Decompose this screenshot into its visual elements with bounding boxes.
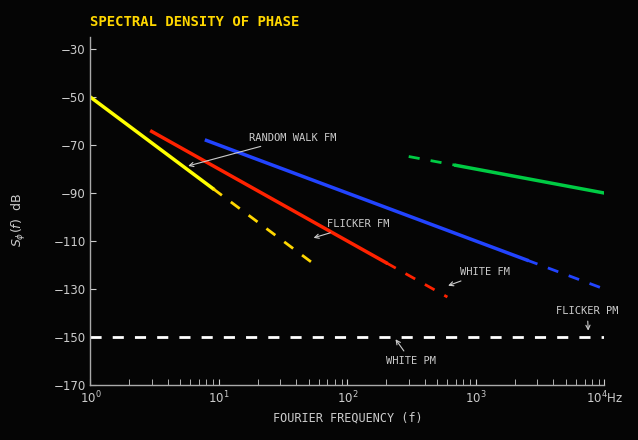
Text: WHITE PM: WHITE PM (386, 340, 436, 366)
Text: WHITE FM: WHITE FM (449, 267, 510, 286)
Text: SPECTRAL DENSITY OF PHASE: SPECTRAL DENSITY OF PHASE (91, 15, 300, 29)
Text: $S_\phi(f)$  dB: $S_\phi(f)$ dB (10, 193, 28, 247)
Text: FLICKER FM: FLICKER FM (315, 219, 390, 238)
Text: FLICKER PM: FLICKER PM (556, 306, 618, 330)
X-axis label: FOURIER FREQUENCY (f): FOURIER FREQUENCY (f) (272, 412, 422, 425)
Text: RANDOM WALK FM: RANDOM WALK FM (189, 133, 336, 167)
